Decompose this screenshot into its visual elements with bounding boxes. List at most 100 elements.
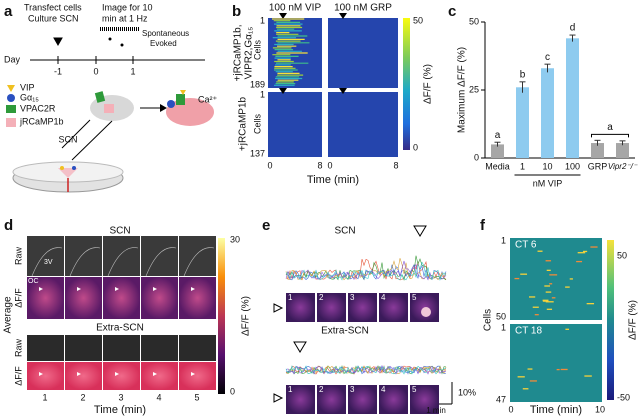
- image-tile: [103, 236, 140, 276]
- label: 1: [288, 385, 293, 394]
- label: 50: [617, 250, 627, 260]
- label: 189: [250, 79, 265, 89]
- bar: [591, 143, 604, 158]
- label: 0: [413, 142, 418, 152]
- label: 1: [501, 235, 506, 245]
- arrowhead: [191, 372, 195, 376]
- label: Culture SCN: [28, 13, 79, 23]
- label: 4: [381, 385, 386, 394]
- x-tick-label: 1: [520, 161, 525, 171]
- panel-label: a: [4, 3, 13, 20]
- label: Day: [4, 54, 21, 64]
- label: 2: [319, 293, 324, 302]
- label: 1: [288, 293, 293, 302]
- bar: [491, 144, 504, 158]
- image-tile: [348, 385, 377, 414]
- image-tile: [141, 362, 178, 390]
- label: ΔF/F (%): [628, 300, 639, 340]
- label: 3: [350, 293, 355, 302]
- arrowhead: [77, 372, 81, 376]
- label: Raw: [13, 339, 23, 358]
- label: Cells: [252, 40, 262, 61]
- image-tile: [103, 362, 140, 390]
- label: 10: [595, 404, 605, 414]
- label: 4: [381, 293, 386, 302]
- label: SCN: [58, 134, 77, 144]
- label: 47: [496, 394, 506, 404]
- label: Time (min): [307, 174, 359, 186]
- label: 137: [250, 148, 265, 158]
- label: +jRCaMP1b,: [233, 25, 244, 82]
- image-tile: [103, 335, 140, 361]
- image-tile: [317, 293, 346, 322]
- label: Time (min): [94, 404, 146, 416]
- bar: [566, 38, 579, 158]
- label: CT 18: [515, 326, 542, 337]
- label: 5: [412, 385, 417, 394]
- x-tick-label: GRP: [588, 161, 608, 171]
- image-tile: [141, 236, 178, 276]
- label: 8: [317, 160, 322, 170]
- arrowhead: [191, 287, 195, 291]
- image-tile: [103, 277, 140, 319]
- label: -50: [617, 392, 630, 402]
- label: Ca²⁺: [198, 94, 218, 104]
- label: 0: [327, 160, 332, 170]
- arrowhead: [115, 372, 119, 376]
- slice-outline: [107, 247, 139, 277]
- image-tile: [379, 293, 408, 322]
- label: 100 nM VIP: [269, 3, 322, 14]
- label: 1 min: [426, 406, 446, 415]
- label: SCN: [334, 226, 355, 237]
- panel-label: b: [232, 3, 241, 20]
- label: jRCaMP1b: [19, 116, 64, 126]
- label: 1: [501, 322, 506, 332]
- image-tile: [179, 335, 216, 361]
- label: 3V: [44, 259, 53, 266]
- panel-label: f: [480, 217, 486, 234]
- traces-e: [273, 225, 453, 414]
- label: VIP: [20, 82, 35, 92]
- label: 1: [260, 15, 265, 25]
- label: 1: [130, 66, 135, 76]
- label: Cells: [483, 309, 494, 331]
- label: 10%: [458, 387, 476, 397]
- label: Transfect cells: [24, 2, 82, 12]
- timeline-art: [30, 27, 205, 64]
- y-axis-label: Maximum ΔF/F (%): [457, 47, 468, 133]
- label: Gα₁₅: [20, 92, 39, 102]
- image-tile: [27, 277, 64, 319]
- label: 0: [93, 66, 98, 76]
- bracket: [591, 133, 629, 138]
- slice-outline: [69, 247, 101, 277]
- label: 1: [42, 392, 47, 402]
- panel-label: e: [262, 217, 270, 234]
- label: 8: [393, 160, 398, 170]
- significance-label: c: [545, 52, 550, 63]
- bar: [516, 87, 529, 158]
- x-tick-label: 100: [565, 161, 580, 171]
- label: 2: [80, 392, 85, 402]
- label: min at 1 Hz: [102, 13, 148, 23]
- x-tick-label: Vipr2⁻/⁻: [608, 162, 638, 171]
- label: +jRCaMP1b: [238, 96, 249, 151]
- significance-label: a: [495, 130, 501, 141]
- label: Evoked: [150, 39, 177, 48]
- legend-icons: [6, 85, 16, 127]
- panel-label: c: [448, 3, 456, 20]
- label: CT 6: [515, 240, 537, 251]
- y-tick-label: 0: [474, 152, 479, 162]
- image-tile: [179, 362, 216, 390]
- arrowhead: [39, 372, 43, 376]
- x-tick-label: Media: [485, 161, 510, 171]
- image-tile: [65, 277, 102, 319]
- label: 5: [194, 392, 199, 402]
- image-tile: [141, 335, 178, 361]
- panel-label: d: [4, 217, 13, 234]
- image-grid-d: [27, 236, 225, 394]
- label: SCN: [109, 226, 130, 237]
- image-tile: [410, 385, 439, 414]
- significance-label: d: [570, 23, 576, 34]
- arrowhead: [77, 287, 81, 291]
